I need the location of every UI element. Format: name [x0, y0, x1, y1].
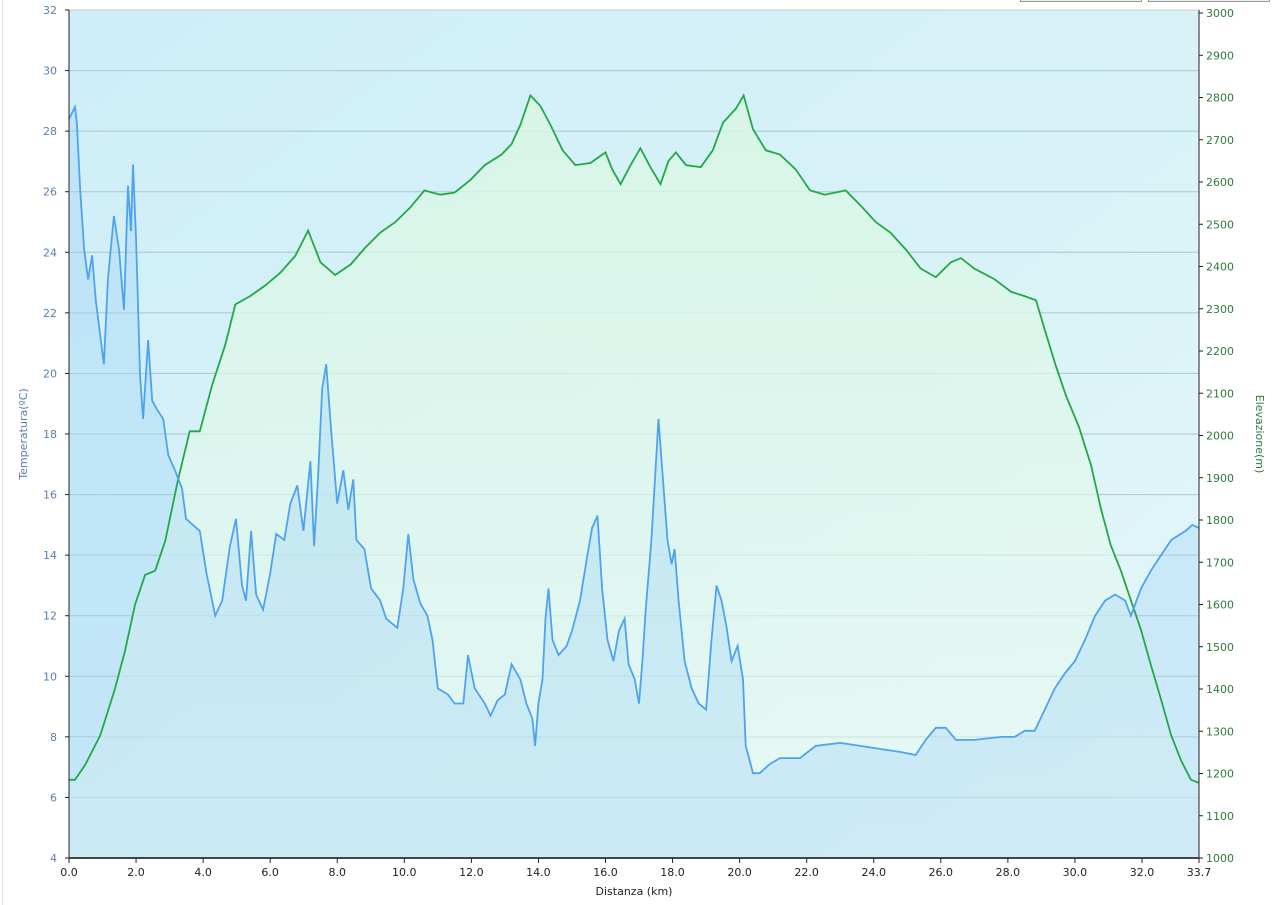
elevation-line — [69, 93, 1200, 784]
x-tick-label: 4.0 — [194, 866, 212, 879]
page-edge — [2, 0, 3, 905]
y-left-tick-label: 6 — [50, 791, 57, 804]
temperature-line — [68, 103, 1200, 775]
y-left-tick-label: 22 — [43, 307, 57, 320]
x-tick-label: 20.0 — [727, 866, 752, 879]
y-right-tick-label: 2000 — [1206, 430, 1234, 443]
y-left-tick-label: 20 — [43, 367, 57, 380]
x-tick-label: 16.0 — [593, 866, 618, 879]
y-right-tick-label: 2700 — [1206, 134, 1234, 147]
y-left-tick-label: 10 — [43, 670, 57, 683]
x-tick-label: 6.0 — [261, 866, 279, 879]
y-right-tick-label: 2600 — [1206, 176, 1234, 189]
y-left-tick-label: 14 — [43, 549, 57, 562]
right-axis-title: Elevazione(m) — [1253, 395, 1266, 474]
x-axis-title: Distanza (km) — [596, 885, 673, 898]
x-tick-label: 10.0 — [392, 866, 417, 879]
y-right-tick-label: 1400 — [1206, 683, 1234, 696]
y-left-tick-label: 24 — [43, 246, 57, 259]
y-left-tick-label: 4 — [50, 852, 57, 865]
y-left-tick-label: 32 — [43, 4, 57, 17]
x-tick-label: 8.0 — [328, 866, 346, 879]
x-tick-label: 14.0 — [526, 866, 551, 879]
x-tick-label: 24.0 — [861, 866, 886, 879]
y-right-tick-label: 1300 — [1206, 725, 1234, 738]
y-right-tick-label: 2300 — [1206, 303, 1234, 316]
y-right-tick-label: 1200 — [1206, 768, 1234, 781]
y-left-tick-label: 12 — [43, 610, 57, 623]
x-tick-label: 2.0 — [127, 866, 145, 879]
y-right-tick-label: 1900 — [1206, 472, 1234, 485]
y-left-tick-label: 16 — [43, 489, 57, 502]
y-right-tick-label: 1500 — [1206, 641, 1234, 654]
y-right-tick-label: 1800 — [1206, 514, 1234, 527]
x-tick-label: 26.0 — [929, 866, 954, 879]
y-right-tick-label: 2400 — [1206, 261, 1234, 274]
y-right-tick-label: 2100 — [1206, 387, 1234, 400]
y-right-tick-label: 3000 — [1206, 7, 1234, 20]
x-tick-label: 18.0 — [660, 866, 685, 879]
y-left-tick-label: 28 — [43, 125, 57, 138]
top-control-1[interactable] — [1020, 0, 1142, 2]
x-tick-label: 0.0 — [60, 866, 78, 879]
left-axis-title: Temperatura(ºC) — [17, 388, 30, 480]
y-left-tick-label: 18 — [43, 428, 57, 441]
x-tick-label: 30.0 — [1063, 866, 1088, 879]
y-right-tick-label: 1700 — [1206, 556, 1234, 569]
x-tick-label: 22.0 — [794, 866, 819, 879]
x-tick-label: 32.0 — [1130, 866, 1155, 879]
y-left-tick-label: 30 — [43, 65, 57, 78]
top-control-2[interactable] — [1148, 0, 1270, 2]
y-right-tick-label: 2200 — [1206, 345, 1234, 358]
elevation-area — [69, 95, 1199, 858]
x-tick-label: 33.7 — [1187, 866, 1212, 879]
y-left-tick-label: 26 — [43, 186, 57, 199]
y-right-tick-label: 1100 — [1206, 810, 1234, 823]
y-left-tick-label: 8 — [50, 731, 57, 744]
y-right-tick-label: 1600 — [1206, 599, 1234, 612]
y-right-tick-label: 2900 — [1206, 49, 1234, 62]
y-right-tick-label: 2800 — [1206, 92, 1234, 105]
x-tick-label: 28.0 — [996, 866, 1021, 879]
x-tick-label: 12.0 — [459, 866, 484, 879]
y-right-tick-label: 1000 — [1206, 852, 1234, 865]
y-right-tick-label: 2500 — [1206, 218, 1234, 231]
temperature-area — [69, 106, 1199, 858]
